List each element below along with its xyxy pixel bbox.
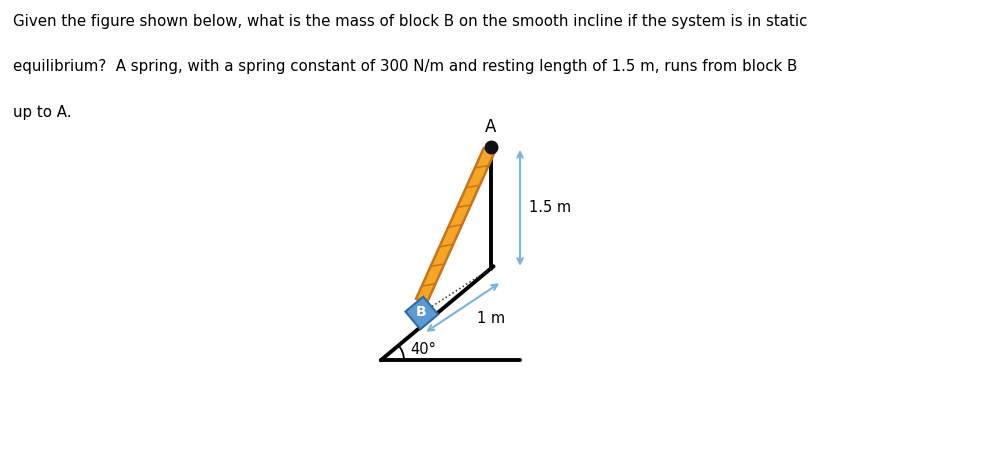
Text: 1.5 m: 1.5 m xyxy=(529,200,571,215)
Polygon shape xyxy=(416,148,494,303)
Polygon shape xyxy=(405,297,438,329)
Text: A: A xyxy=(485,118,496,136)
Text: 1 m: 1 m xyxy=(477,311,505,326)
Text: Given the figure shown below, what is the mass of block B on the smooth incline : Given the figure shown below, what is th… xyxy=(13,14,807,29)
Text: up to A.: up to A. xyxy=(13,105,72,120)
Text: 40°: 40° xyxy=(410,342,436,357)
Text: equilibrium?  A spring, with a spring constant of 300 N/m and resting length of : equilibrium? A spring, with a spring con… xyxy=(13,59,797,74)
Text: B: B xyxy=(416,305,426,319)
